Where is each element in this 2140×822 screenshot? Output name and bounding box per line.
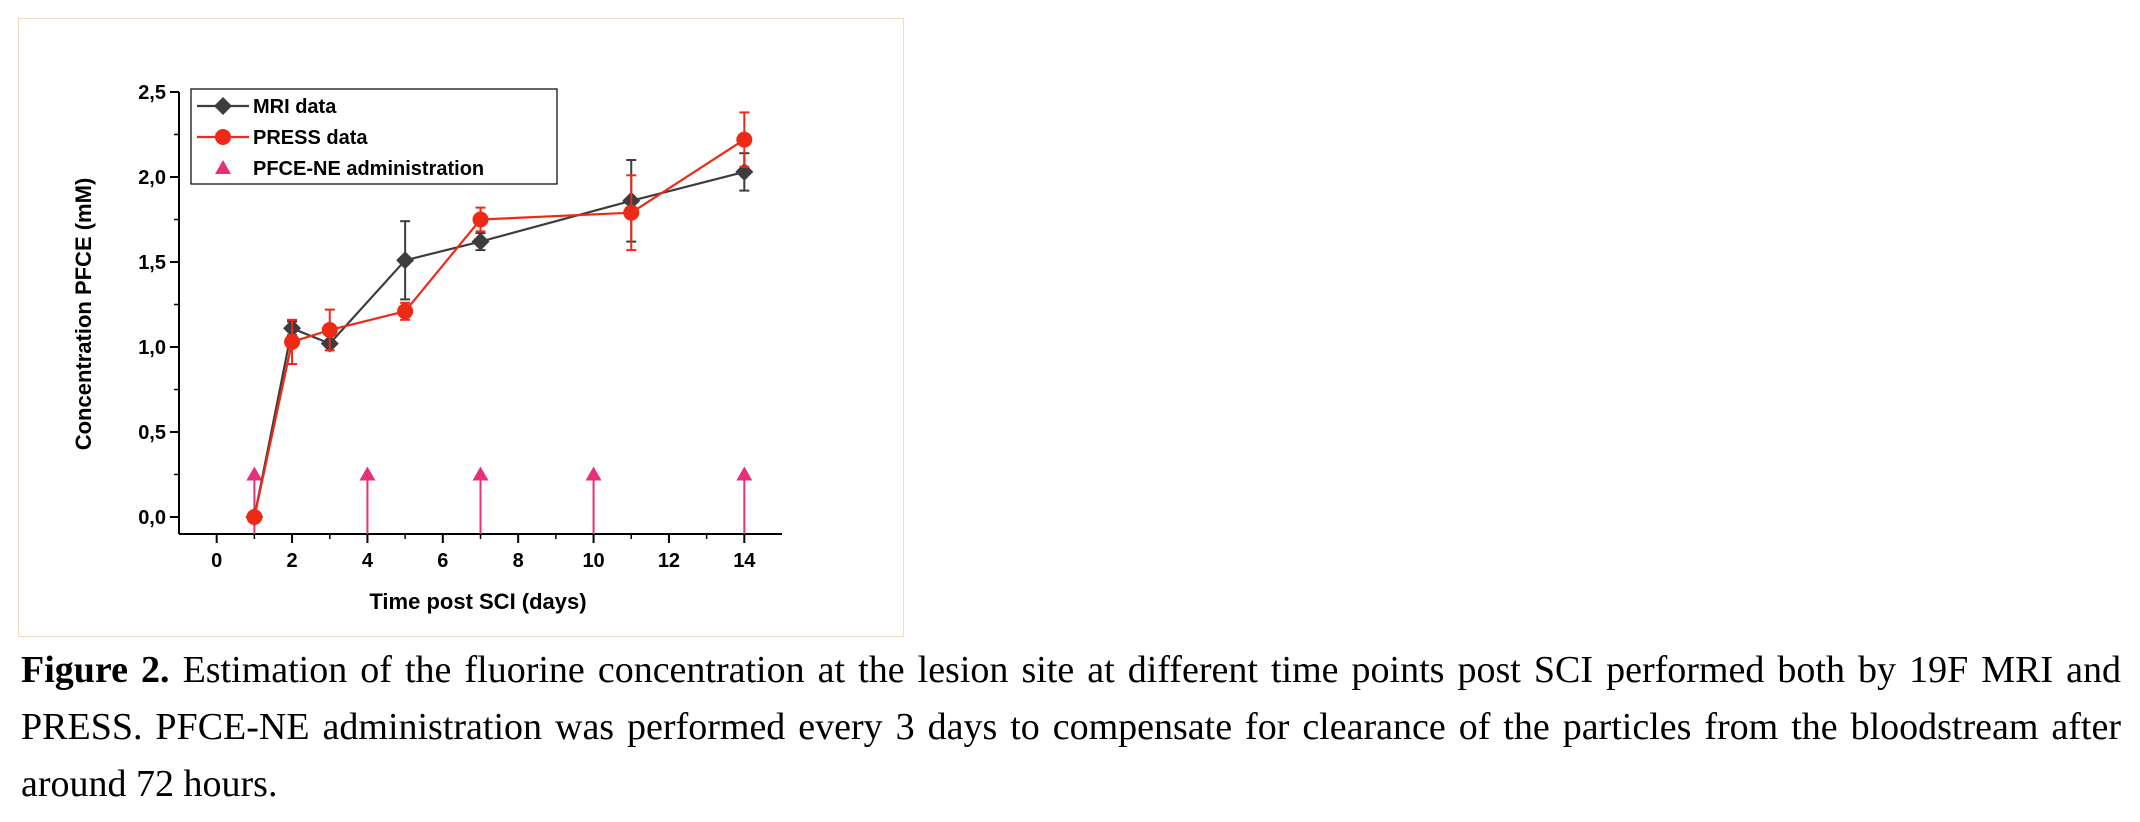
y-axis-label: Concentration PFCE (mM) xyxy=(71,178,96,451)
y-tick-label: 0,5 xyxy=(138,422,166,444)
administration-marker xyxy=(246,466,263,481)
data-point xyxy=(396,251,415,270)
data-point xyxy=(246,509,263,525)
axes: 0 2 4 6 8 10 12 14 0,0 0,5 1,0 1,5 2,0 2,5 xyxy=(138,82,782,572)
legend-label: PRESS data xyxy=(253,127,368,149)
x-tick-label: 10 xyxy=(582,550,604,572)
x-tick-label: 6 xyxy=(437,550,448,572)
data-point xyxy=(472,211,489,228)
series-press-data xyxy=(246,111,753,525)
data-point xyxy=(471,232,490,251)
data-point xyxy=(736,131,753,148)
chart: 0 2 4 6 8 10 12 14 0,0 0,5 1,0 1,5 2,0 2,5 MRI data PR… xyxy=(71,82,782,614)
legend-marker xyxy=(215,160,231,174)
legend: MRI data PRESS data PFCE-NE administration xyxy=(190,88,558,185)
y-tick-label: 2,0 xyxy=(138,167,166,189)
administration-marker xyxy=(736,466,753,481)
x-tick-label: 4 xyxy=(362,550,374,572)
legend-label: PFCE-NE administration xyxy=(253,158,484,180)
y-tick-label: 2,5 xyxy=(138,82,166,104)
data-point xyxy=(397,303,414,320)
x-axis-label: Time post SCI (days) xyxy=(369,589,586,614)
y-tick-label: 1,0 xyxy=(138,337,166,359)
figure-caption: Figure 2. Estimation of the fluorine con… xyxy=(21,642,2121,813)
data-point xyxy=(321,322,338,338)
figure-frame: 0 2 4 6 8 10 12 14 0,0 0,5 1,0 1,5 2,0 2,5 MRI data PR… xyxy=(18,18,904,637)
administration-marker xyxy=(585,466,602,481)
caption-label: Figure 2. xyxy=(21,649,170,691)
x-tick-label: 0 xyxy=(211,550,222,572)
series-mri-data xyxy=(245,152,754,526)
x-tick-label: 8 xyxy=(513,550,524,572)
x-tick-label: 12 xyxy=(658,550,680,572)
data-point xyxy=(284,333,301,350)
y-tick-label: 1,5 xyxy=(138,252,166,274)
administration-marker xyxy=(359,466,376,481)
legend-label: MRI data xyxy=(253,96,337,118)
administration-marker xyxy=(472,466,489,481)
caption-text: Estimation of the fluorine concentration… xyxy=(21,649,2121,805)
series-layer xyxy=(245,111,754,534)
data-point xyxy=(623,204,640,221)
y-tick-label: 0,0 xyxy=(138,507,166,529)
legend-marker xyxy=(215,129,231,145)
legend-box xyxy=(190,88,558,185)
x-tick-label: 14 xyxy=(733,550,756,572)
legend-marker xyxy=(214,97,232,115)
x-tick-label: 2 xyxy=(287,550,298,572)
